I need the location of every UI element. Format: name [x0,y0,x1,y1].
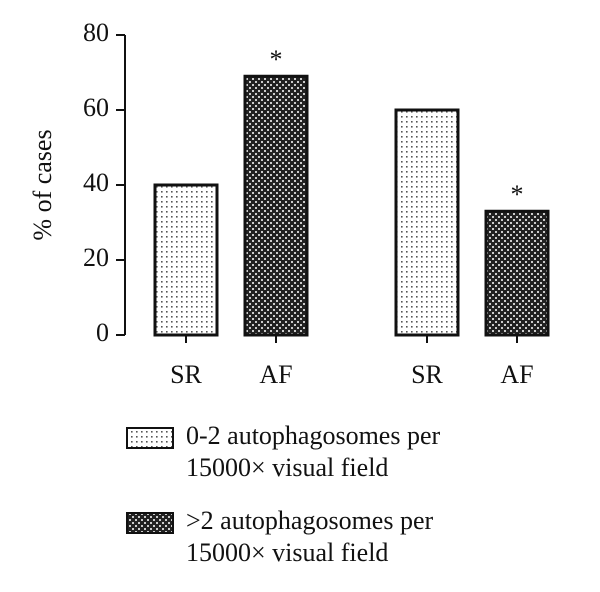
x-tick-label: SR [411,360,443,389]
y-tick-label: 60 [83,93,109,122]
legend-label: 0-2 autophagosomes per 15000× visual fie… [186,421,441,482]
legend-label: >2 autophagosomes per 15000× visual fiel… [186,506,434,567]
annotation: * [270,45,283,74]
x-tick-label: AF [500,360,533,389]
x-tick-label: SR [170,360,202,389]
bar [484,209,550,337]
bar [153,183,219,337]
y-tick-label: 40 [83,168,109,197]
annotation: * [511,180,524,209]
legend-swatch [126,427,174,449]
bar [243,74,309,337]
y-axis-label: % of cases [28,129,57,240]
y-tick-label: 0 [96,318,109,347]
bar [394,108,460,337]
y-tick-label: 20 [83,243,109,272]
x-tick-label: AF [259,360,292,389]
legend-swatch [126,512,174,534]
y-tick-label: 80 [83,18,109,47]
